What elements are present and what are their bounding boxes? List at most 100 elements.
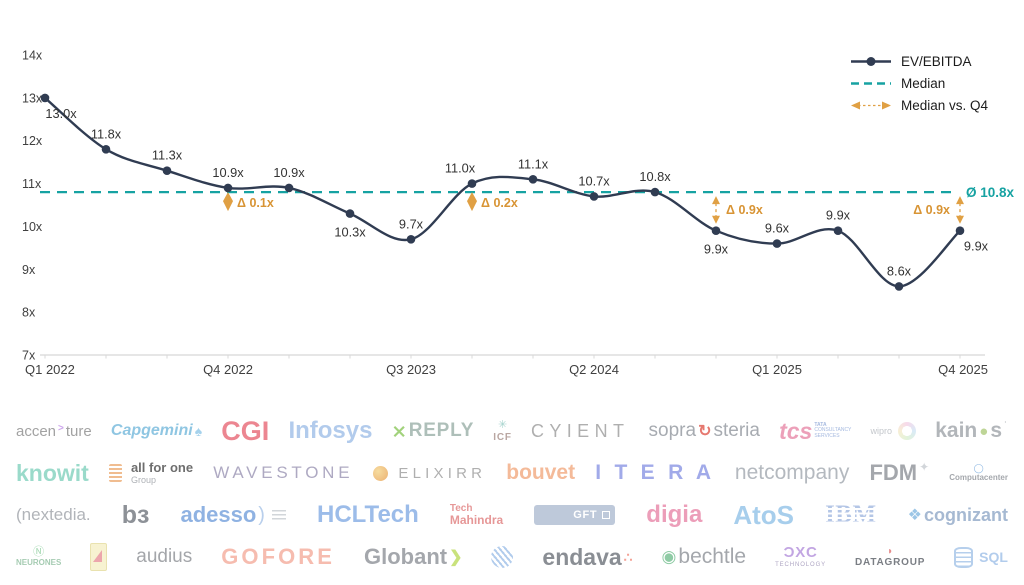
y-tick-label: 8x [22,306,36,320]
data-point-marker [223,183,233,193]
company-logos: accen > ture Capgemini ♠ CGI Infosys ⨯ REPLY ✳ ICF… [0,400,1024,578]
delta-diamond-marker [467,192,477,212]
logo-capgemini: Capgemini ♠ [111,422,202,440]
delta-arrowhead-up [712,196,720,205]
data-point-marker [406,235,416,244]
data-point-marker [955,226,965,235]
logo-text: accen [16,422,57,440]
delta-diamond-marker [223,192,233,212]
legend-label-median: Median [900,76,946,91]
logo-row: (nextedia. bɜ adesso) HCLTech Tech Mahindra GF… [16,494,1008,536]
logo-text: AtoS [733,499,795,530]
tiny-lines-icon [271,509,286,521]
x-tick-label: Q1 2022 [25,362,75,377]
chart-legend: EV/EBITDA Median Median vs. Q4 [850,54,988,113]
elixirr-ball-icon [373,465,389,481]
logo-text: TATA [814,421,827,428]
logo-text: (nextedia. [16,505,91,524]
data-point-label: 9.9x [704,242,729,257]
legend-item-ev-ebitda: EV/EBITDA [850,54,988,69]
logo-adesso: adesso) [180,502,286,528]
y-tick-label: 7x [22,349,36,363]
data-point-marker [345,209,355,218]
logo-text: digia [646,501,703,528]
delta-arrowhead-down [712,215,720,224]
logo-datagroup: ◗ DATAGROUP [855,546,925,568]
x-tick-label: Q1 2025 [752,362,802,377]
logo-text: NEURONES [16,557,62,567]
logo-cgi: CGI [221,416,269,447]
logo-b3: bɜ [122,501,150,530]
legend-label-ev-ebitda: EV/EBITDA [900,54,972,69]
logo-text: FDM [869,460,918,485]
logo-text: s [990,419,1002,442]
logo-text: ❯ [449,549,463,566]
logo-text: Infosys [288,417,373,444]
logo-row: knowit all for one Group WAVESTONE ELIXIRR bo… [16,452,1008,494]
logo-text: adesso [180,502,257,527]
logo-gofore: GOFORE [221,544,335,570]
logo-netcompany: netcompany [735,461,849,485]
logo-digia: digia [646,501,702,529]
logo-text: ✦ [919,460,930,474]
logo-text: Globant [363,544,448,569]
logo-text: steria [713,420,760,441]
logo-text: I T E R A [595,461,715,484]
delta-arrowhead-down [956,215,964,224]
logo-neurones: Ⓝ NEURONES [16,546,61,567]
logo-text: Mahindra [449,512,504,527]
logo-text: ƆXC [783,544,818,562]
logo-text: Capgemini [110,422,193,439]
logo-text: ◯ [973,463,984,474]
door-mark-icon [90,543,108,571]
delta-annotation-label: Δ 0.9x [726,203,763,217]
delta-annotation-label: Δ 0.2x [481,196,518,210]
x-tick-label: Q4 2022 [203,362,253,377]
logo-text: CGI [221,415,270,446]
logo-text: REPLY [408,420,475,441]
logo-bechtle: ◉ bechtle [662,545,747,569]
db-cylinder-icon [954,546,974,568]
logo-text: HCLTech [317,501,419,528]
data-point-marker [772,239,782,248]
logo-text: tcs [779,417,813,444]
logo-text: knowit [16,459,89,486]
y-tick-label: 14x [22,49,43,63]
logo-text: cognizant [923,504,1008,525]
data-point-label: 11.1x [518,156,549,171]
logo-text: wipro [870,426,893,436]
logo-text: SQL [979,549,1008,565]
logo-atos: AtoS [733,500,794,531]
logo-fdm: FDM ✦ [869,460,929,486]
data-point-marker [589,192,599,201]
logo-text: ) [258,503,265,526]
logo-dxc-technology: ƆXC TECHNOLOGY [775,544,826,569]
data-point-label: 11.3x [152,148,183,163]
logo-text: bechtle [678,545,747,568]
coil-icon [108,464,122,482]
logo-text: Group [130,475,156,486]
data-point-marker [467,179,477,188]
data-point-label: 9.7x [399,216,424,231]
data-point-label: 9.9x [826,208,851,223]
logo-all-for-one-group: all for one Group [108,460,193,486]
logo-sql: SQL [954,546,1008,568]
logo-nextedia: (nextedia. [16,505,91,525]
data-point-marker [711,226,721,235]
logo-text: ❖ [907,507,922,524]
logo-text: endava [542,543,622,570]
data-point-label: 10.3x [334,225,366,240]
data-point-label: 10.9x [212,165,244,180]
logo-text: ◗ [887,545,894,557]
logo-text: SERVICES [814,432,840,439]
delta-arrowhead-up [956,196,964,205]
logo-sii [491,546,514,568]
logo-text: GOFORE [221,544,336,569]
data-point-label: 10.7x [578,173,610,188]
x-tick-label: Q3 2023 [386,362,436,377]
logo-text: Computacenter [949,472,1008,482]
data-point-label: 10.8x [639,169,671,184]
logo-text: ˙ [1004,419,1008,433]
